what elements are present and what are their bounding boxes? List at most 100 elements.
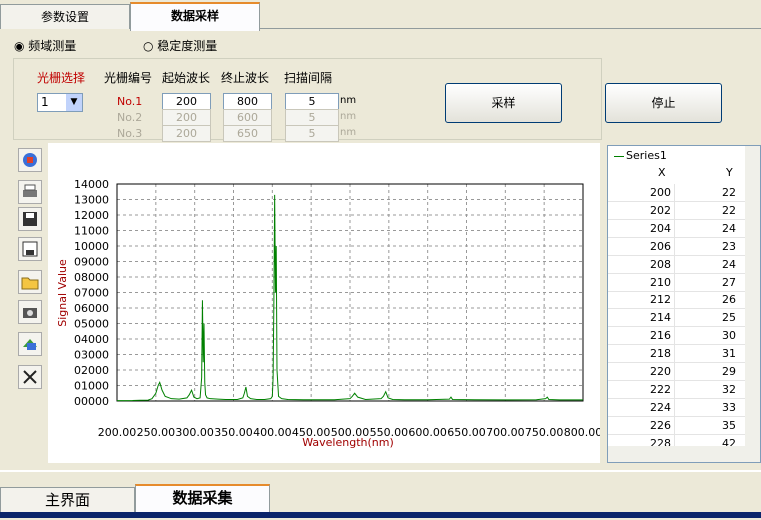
input[interactable]: 800 — [223, 93, 272, 110]
tab[interactable]: 数据采样 — [130, 2, 260, 31]
x-tick-label: 550.00 — [370, 426, 409, 439]
y-tick-label: 05000 — [74, 318, 109, 331]
input[interactable]: 200 — [162, 93, 211, 110]
unit: nm — [340, 95, 357, 106]
data-table: Series1 X Y 200 22 202 22 204 24 206 23 208 24 210 27 2… — [607, 145, 761, 463]
row-line — [608, 201, 745, 202]
row-label: No.2 — [117, 111, 143, 124]
x-tick-label: 300.00 — [175, 426, 214, 439]
row-line — [608, 344, 745, 346]
tool-button[interactable] — [18, 270, 42, 294]
column-header: X — [658, 166, 666, 179]
tool-button[interactable] — [18, 300, 42, 324]
series-line — [116, 194, 583, 402]
cell: 202 — [650, 203, 671, 217]
y-tick-label: 10000 — [74, 240, 109, 253]
input[interactable]: 650 — [223, 125, 272, 142]
y-tick-label: 01000 — [74, 380, 109, 393]
tab[interactable]: 数据采集 — [135, 484, 270, 514]
cell: 22 — [722, 186, 736, 199]
cell: 33 — [722, 400, 736, 414]
x-axis-label: Wavelength(nm) — [302, 436, 394, 449]
row-line — [608, 433, 745, 435]
y-tick-label: 11000 — [74, 225, 109, 238]
cell: 23 — [722, 239, 736, 253]
radio[interactable]: ○ 稳定度测量 — [143, 39, 218, 53]
row-line — [608, 254, 745, 256]
cell: 224 — [650, 400, 671, 414]
y-tick-label: 09000 — [74, 256, 109, 269]
x-tick-label: 600.00 — [408, 426, 447, 439]
input[interactable]: 600 — [223, 109, 272, 126]
select-value: 1 — [41, 95, 49, 109]
tool-button[interactable] — [18, 207, 42, 231]
cell: 27 — [722, 275, 736, 289]
input[interactable]: 5 — [285, 93, 339, 110]
tab[interactable]: 主界面 — [0, 487, 135, 512]
row-line — [608, 272, 745, 274]
scrollbar[interactable] — [608, 446, 760, 462]
cell: 32 — [722, 382, 736, 396]
input[interactable]: 5 — [285, 109, 339, 126]
x-tick-label: 650.00 — [447, 426, 486, 439]
y-tick-label: 03000 — [74, 349, 109, 362]
cell: 24 — [722, 221, 736, 235]
row-label: No.3 — [117, 127, 143, 140]
cell: 212 — [650, 293, 671, 307]
y-tick-label: 12000 — [74, 209, 109, 222]
cell: 30 — [722, 329, 736, 343]
x-tick-label: 400.00 — [253, 426, 292, 439]
x-tick-label: 450.00 — [292, 426, 331, 439]
row-line — [608, 362, 745, 364]
column-header: 光栅编号 — [104, 71, 153, 85]
cell: 200 — [650, 186, 671, 199]
row-line — [608, 397, 745, 399]
x-tick-label: 700.00 — [486, 426, 525, 439]
y-tick-label: 04000 — [74, 333, 109, 346]
row-line — [608, 308, 745, 310]
input[interactable]: 200 — [162, 125, 211, 142]
tool-button[interactable] — [18, 332, 42, 356]
cell: 210 — [650, 275, 671, 289]
y-tick-label: 02000 — [74, 364, 109, 377]
tool-button[interactable] — [18, 180, 42, 204]
radio-label: 频域测量 — [28, 39, 77, 53]
cell: 24 — [722, 257, 736, 271]
tool-button[interactable] — [18, 365, 42, 389]
chart: Wavelength(nm) Signal Value 00000 01000 02… — [48, 143, 600, 463]
select[interactable]: 1 ▼ — [37, 93, 83, 112]
cell: 226 — [650, 418, 671, 432]
tab[interactable]: 参数设置 — [0, 4, 130, 29]
row-line — [608, 290, 745, 292]
cell: 25 — [722, 311, 736, 325]
radio[interactable]: ◉ 频域测量 — [14, 39, 77, 53]
cell: 206 — [650, 239, 671, 253]
input[interactable]: 200 — [162, 109, 211, 126]
tool-button[interactable] — [18, 237, 42, 261]
cell: 218 — [650, 347, 671, 361]
row-line — [608, 326, 745, 328]
series-line-legend — [614, 156, 624, 157]
column-header: 扫描间隔 — [284, 71, 333, 85]
button[interactable]: 采样 — [445, 83, 562, 123]
column-header: Y — [726, 166, 733, 179]
row-line — [608, 218, 745, 220]
cell: 208 — [650, 257, 671, 271]
row-line — [608, 415, 745, 417]
column-header: 终止波长 — [221, 71, 270, 85]
label: 光栅选择 — [37, 71, 86, 85]
tool-button[interactable] — [18, 148, 42, 172]
button[interactable]: 停止 — [605, 83, 722, 123]
y-tick-label: 08000 — [74, 271, 109, 284]
y-tick-label: 07000 — [74, 287, 109, 300]
y-tick-label: 00000 — [74, 395, 109, 408]
unit: nm — [340, 127, 357, 138]
y-tick-label: 14000 — [74, 178, 109, 191]
radio-label: 稳定度测量 — [157, 39, 218, 53]
cell: 26 — [722, 293, 736, 307]
input[interactable]: 5 — [285, 125, 339, 142]
series-name: Series1 — [626, 149, 667, 162]
scrollbar[interactable] — [745, 146, 760, 446]
y-tick-label: 06000 — [74, 302, 109, 315]
